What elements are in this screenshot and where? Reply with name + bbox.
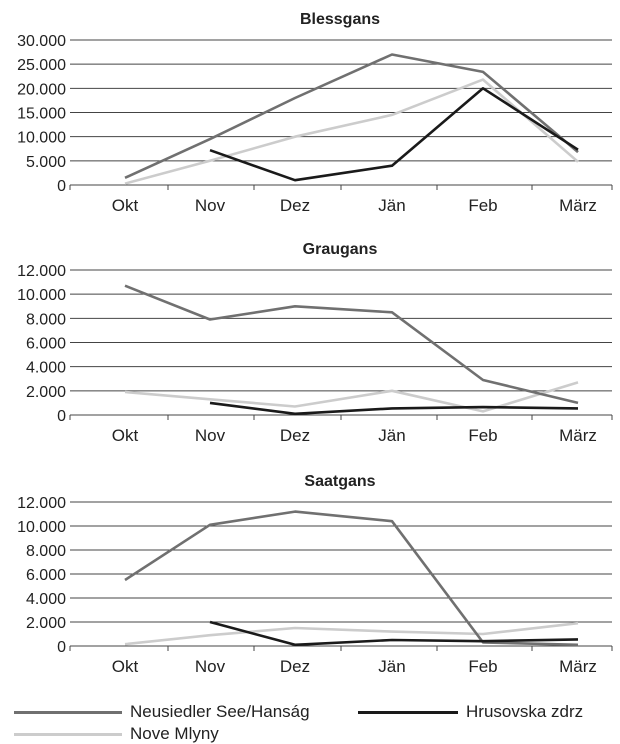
series-line-neusiedler — [124, 53, 579, 179]
series-line-hrusovska — [209, 401, 579, 416]
series-line-neusiedler — [124, 510, 579, 647]
x-tick-label: Okt — [112, 196, 139, 215]
y-tick-label: 30.000 — [17, 33, 66, 50]
x-tick-label: Okt — [112, 426, 139, 445]
x-tick-label: Feb — [468, 196, 497, 215]
x-tick-label: Feb — [468, 657, 497, 676]
y-tick-label: 12.000 — [17, 263, 66, 280]
y-tick-label: 4.000 — [26, 591, 66, 608]
x-tick-label: Nov — [195, 426, 226, 445]
y-tick-label: 10.000 — [17, 519, 66, 536]
y-tick-label: 2.000 — [26, 615, 66, 632]
x-tick-label: März — [559, 196, 597, 215]
y-tick-label: 15.000 — [17, 106, 66, 123]
x-tick-label: Feb — [468, 426, 497, 445]
x-tick-label: März — [559, 657, 597, 676]
y-tick-label: 0 — [57, 408, 66, 425]
y-tick-label: 5.000 — [26, 154, 66, 171]
y-tick-label: 10.000 — [17, 287, 66, 304]
y-tick-label: 20.000 — [17, 81, 66, 98]
x-tick-label: Nov — [195, 196, 226, 215]
y-tick-label: 0 — [57, 178, 66, 195]
y-tick-label: 12.000 — [17, 495, 66, 512]
series-line-nove — [124, 78, 579, 185]
x-tick-label: Dez — [280, 426, 310, 445]
y-tick-label: 10.000 — [17, 130, 66, 147]
y-tick-label: 8.000 — [26, 543, 66, 560]
y-tick-label: 4.000 — [26, 360, 66, 377]
chart-title: Blessgans — [300, 11, 380, 28]
series-line-hrusovska — [209, 620, 579, 647]
x-tick-label: Jän — [378, 196, 405, 215]
y-tick-label: 8.000 — [26, 311, 66, 328]
y-tick-label: 6.000 — [26, 336, 66, 353]
chart-panel-saatgans: Saatgans 0 2.000 4.000 6.000 8.000 10.000 12.00… — [17, 473, 613, 676]
y-tick-label: 6.000 — [26, 567, 66, 584]
series-line-neusiedler — [124, 284, 579, 405]
chart-panel-graugans: Graugans 0 2.000 4.000 6.000 8.000 10.000 12.00… — [17, 241, 613, 445]
y-tick-label: 2.000 — [26, 384, 66, 401]
x-tick-label: Dez — [280, 657, 310, 676]
x-tick-label: März — [559, 426, 597, 445]
series-line-hrusovska — [209, 87, 579, 182]
series-line-nove — [124, 621, 579, 646]
y-tick-label: 0 — [57, 639, 66, 656]
x-tick-label: Jän — [378, 426, 405, 445]
chart-title: Saatgans — [304, 473, 375, 490]
chart-title: Graugans — [303, 241, 378, 258]
x-tick-label: Okt — [112, 657, 139, 676]
chart-panel-blessgans: Blessgans 0 5.000 10.000 15.000 20.000 25.000 3… — [17, 11, 613, 215]
x-tick-label: Nov — [195, 657, 226, 676]
y-tick-label: 25.000 — [17, 57, 66, 74]
x-tick-label: Jän — [378, 657, 405, 676]
x-tick-label: Dez — [280, 196, 310, 215]
